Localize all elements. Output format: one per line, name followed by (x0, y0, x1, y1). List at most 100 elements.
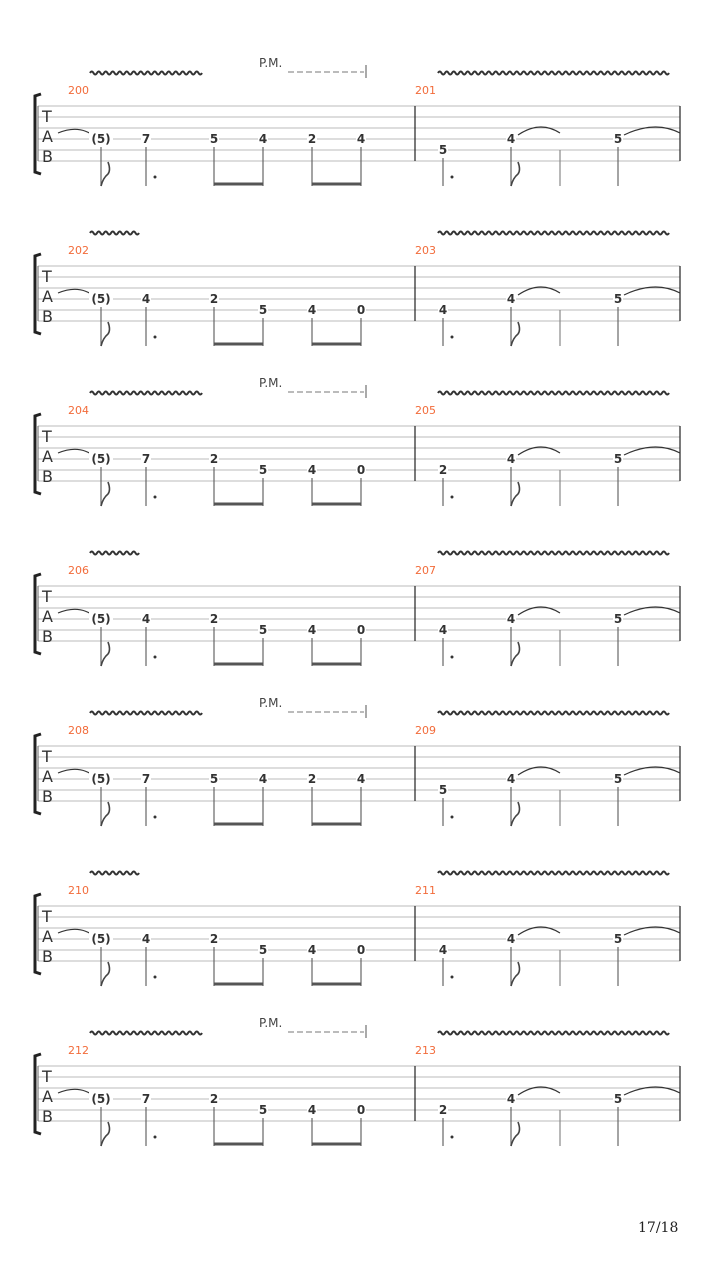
fret-number: 5 (614, 612, 622, 626)
measure-number: 211 (415, 884, 436, 897)
eighth-flag (100, 641, 111, 667)
vibrato-mark (89, 1030, 203, 1036)
tab-clef-letter: B (42, 627, 53, 646)
tab-system: TAB 200 201 P.M. (5) 7 5 4 2 4 5 4 5 (33, 56, 681, 187)
fret-bg (438, 783, 448, 795)
system-bracket (33, 412, 42, 496)
fret-number: 4 (308, 1103, 316, 1117)
eighth-flag (510, 641, 521, 667)
tab-clef-letter: A (42, 287, 53, 306)
fret-number: 5 (259, 463, 267, 477)
tie-arc (623, 766, 681, 776)
tab-clef-letter: A (42, 1087, 53, 1106)
fret-number: 5 (614, 772, 622, 786)
fret-number: 4 (439, 303, 447, 317)
fret-number: 5 (614, 452, 622, 466)
tab-system: TAB 206 207 (5) 4 2 5 4 0 4 4 5 (33, 550, 681, 667)
fret-number: (5) (91, 772, 110, 786)
fret-bg (506, 452, 516, 464)
fret-number: 4 (142, 612, 150, 626)
fret-bg (89, 612, 113, 624)
fret-number: (5) (91, 452, 110, 466)
system-bracket (33, 572, 42, 656)
fret-bg (613, 132, 623, 144)
fret-bg (89, 132, 113, 144)
vibrato-mark (437, 70, 670, 76)
dot (450, 655, 454, 659)
tie-arc (623, 926, 681, 936)
dot (153, 815, 157, 819)
vibrato-mark (89, 710, 203, 716)
vibrato-mark (89, 70, 203, 76)
fret-bg (89, 932, 113, 944)
fret-bg (141, 1092, 151, 1104)
tab-clef-letter: T (41, 267, 52, 286)
fret-number: 2 (210, 932, 218, 946)
measure-number: 201 (415, 84, 436, 97)
vibrato-mark (437, 550, 670, 556)
vibrato-mark (437, 710, 670, 716)
fret-bg (506, 132, 516, 144)
measure-number: 203 (415, 244, 436, 257)
fret-number: 5 (210, 132, 218, 146)
fret-number: 4 (308, 463, 316, 477)
dot (450, 815, 454, 819)
tab-clef-letter: B (42, 787, 53, 806)
eighth-flag (100, 961, 111, 987)
fret-number: 4 (507, 612, 515, 626)
fret-bg (307, 623, 317, 635)
vibrato-mark (89, 390, 203, 396)
fret-bg (356, 623, 366, 635)
fret-bg (141, 932, 151, 944)
dot (153, 175, 157, 179)
fret-number: 5 (439, 783, 447, 797)
fret-bg (258, 463, 268, 475)
fret-number: 2 (439, 463, 447, 477)
tab-clef-letter: T (41, 107, 52, 126)
page-number: 17/18 (638, 1220, 679, 1236)
fret-bg (307, 303, 317, 315)
tie-arc (517, 606, 561, 616)
measure-number: 204 (68, 404, 89, 417)
fret-bg (258, 132, 268, 144)
fret-bg (506, 1092, 516, 1104)
palm-mute-label: P.M. (259, 376, 282, 390)
fret-number: 4 (308, 623, 316, 637)
fret-bg (89, 452, 113, 464)
eighth-flag (100, 801, 111, 827)
fret-bg (438, 143, 448, 155)
fret-bg (141, 772, 151, 784)
tab-clef-letter: T (41, 907, 52, 926)
fret-number: 2 (439, 1103, 447, 1117)
dot (450, 1135, 454, 1139)
measure-number: 213 (415, 1044, 436, 1057)
fret-number: (5) (91, 612, 110, 626)
measure-number: 212 (68, 1044, 89, 1057)
fret-bg (89, 1092, 113, 1104)
fret-bg (209, 932, 219, 944)
fret-number: 5 (439, 143, 447, 157)
tab-clef-letter: B (42, 1107, 53, 1126)
fret-bg (438, 463, 448, 475)
measure-number: 210 (68, 884, 89, 897)
fret-bg (258, 303, 268, 315)
eighth-flag (510, 321, 521, 347)
tie-arc (623, 606, 681, 616)
fret-bg (356, 772, 366, 784)
tie-arc (623, 446, 681, 456)
fret-number: 5 (259, 303, 267, 317)
fret-number: 4 (507, 452, 515, 466)
fret-bg (356, 943, 366, 955)
fret-number: 4 (507, 932, 515, 946)
tie-arc (517, 766, 561, 776)
fret-number: 5 (210, 772, 218, 786)
fret-number: (5) (91, 132, 110, 146)
tab-clef-letter: T (41, 1067, 52, 1086)
tie-arc (517, 286, 561, 296)
measure-number: 208 (68, 724, 89, 737)
dot (153, 655, 157, 659)
tab-system: TAB 210 211 (5) 4 2 5 4 0 4 4 5 (33, 870, 681, 987)
eighth-flag (100, 161, 111, 187)
fret-bg (506, 932, 516, 944)
